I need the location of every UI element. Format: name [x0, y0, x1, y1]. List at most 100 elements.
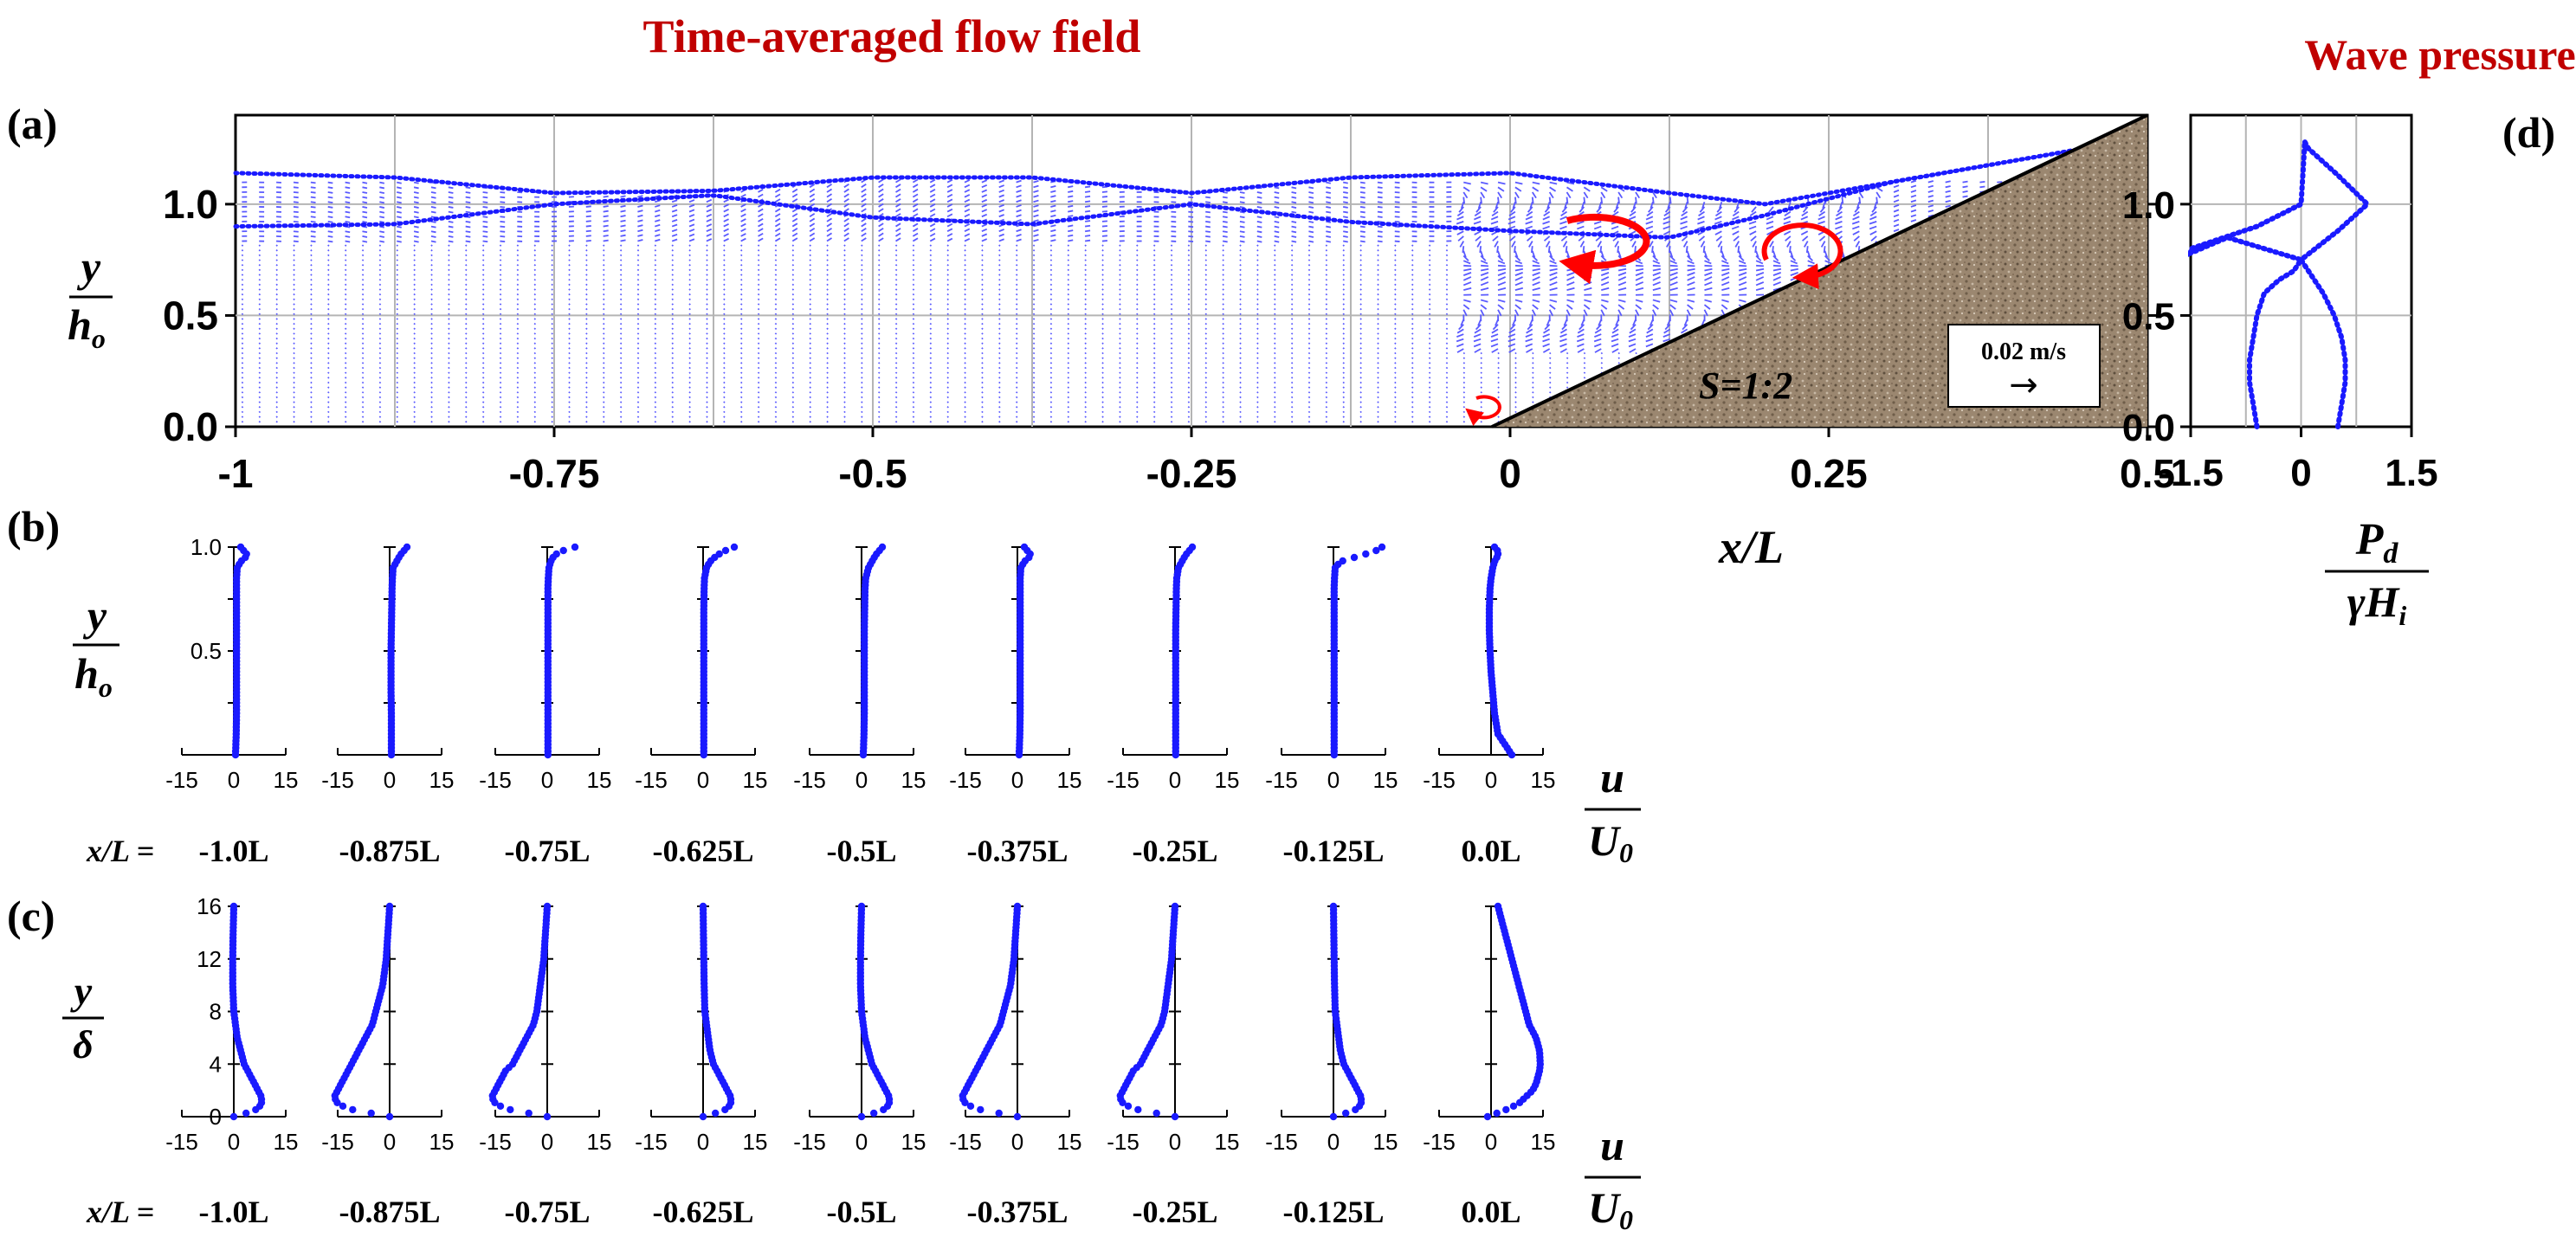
velocity-vector	[1583, 366, 1586, 370]
velocity-vector	[1545, 241, 1551, 248]
velocity-vector	[619, 391, 623, 394]
velocity-vector	[826, 362, 829, 364]
velocity-vector	[1766, 221, 1774, 225]
velocity-vector	[1170, 249, 1173, 252]
velocity-vector	[1136, 347, 1139, 350]
velocity-vector	[1256, 254, 1259, 257]
velocity-vector	[723, 198, 729, 203]
velocity-vector	[1188, 216, 1194, 218]
velocity-vector	[1508, 210, 1516, 216]
velocity-vector	[465, 249, 468, 252]
velocity-vector	[1652, 287, 1662, 291]
velocity-vector	[1411, 303, 1414, 306]
velocity-vector	[482, 191, 488, 194]
velocity-vector	[1581, 202, 1585, 209]
velocity-vector	[378, 377, 382, 379]
velocity-vector	[1050, 209, 1056, 213]
velocity-vector	[1703, 250, 1708, 258]
velocity-vector	[1170, 322, 1173, 325]
velocity-vector	[1307, 332, 1311, 335]
velocity-vector	[1290, 274, 1294, 276]
velocity-vector	[1394, 322, 1397, 325]
velocity-vector	[1170, 342, 1173, 345]
velocity-vector	[1032, 293, 1036, 296]
velocity-vector	[1600, 254, 1607, 261]
velocity-vector	[929, 342, 933, 345]
velocity-vector	[929, 347, 933, 350]
velocity-vector	[1462, 281, 1472, 287]
velocity-vector	[568, 366, 571, 370]
velocity-vector	[465, 235, 471, 238]
pressure-min	[2188, 139, 2308, 429]
velocity-vector	[413, 216, 419, 219]
velocity-vector	[861, 208, 867, 213]
velocity-vector	[981, 213, 988, 218]
velocity-vector	[1394, 347, 1397, 350]
velocity-vector	[378, 396, 382, 399]
velocity-vector	[361, 274, 365, 276]
velocity-vector	[1719, 202, 1723, 209]
velocity-vector	[1807, 264, 1816, 267]
velocity-vector	[671, 214, 678, 218]
velocity-vector	[344, 293, 347, 296]
velocity-vector	[1480, 401, 1482, 403]
velocity-vector	[1187, 347, 1191, 350]
velocity-vector	[1527, 206, 1533, 213]
velocity-vector	[1738, 276, 1747, 281]
velocity-vector	[1497, 272, 1507, 276]
velocity-vector	[327, 410, 330, 414]
velocity-vector	[791, 416, 795, 418]
velocity-vector	[1308, 235, 1314, 238]
velocity-vector	[1136, 362, 1139, 364]
velocity-vector	[723, 218, 729, 222]
velocity-vector	[671, 233, 678, 237]
velocity-vector	[413, 322, 416, 325]
velocity-vector	[310, 410, 313, 414]
velocity-vector	[345, 206, 351, 209]
velocity-vector	[1583, 309, 1588, 317]
velocity-vector	[430, 254, 433, 257]
velocity-vector	[1577, 333, 1585, 338]
velocity-vector	[327, 283, 330, 287]
velocity-vector	[275, 298, 278, 301]
velocity-vector	[1170, 268, 1173, 272]
velocity-vector	[413, 249, 416, 252]
velocity-vector	[791, 208, 798, 213]
velocity-vector	[1016, 204, 1022, 208]
velocity-vector	[706, 203, 713, 208]
velocity-vector	[655, 219, 661, 222]
velocity-vector	[481, 298, 485, 301]
velocity-vector	[1084, 200, 1091, 203]
velocity-vector	[619, 366, 623, 370]
velocity-vector	[877, 293, 881, 296]
velocity-vector	[1239, 225, 1245, 229]
velocity-vector	[809, 198, 816, 203]
velocity-vector	[1325, 312, 1328, 316]
x-tick-label: 0	[697, 767, 709, 793]
velocity-vector	[1772, 246, 1774, 254]
velocity-vector	[1617, 191, 1624, 199]
velocity-vector	[1325, 274, 1328, 276]
velocity-vector	[998, 298, 1001, 301]
velocity-vector	[946, 189, 953, 193]
velocity-vector	[1187, 312, 1191, 316]
circulation-arrow-large	[1559, 213, 1650, 285]
velocity-vector	[912, 406, 915, 409]
velocity-vector	[1084, 235, 1091, 237]
velocity-vector	[1645, 343, 1654, 348]
velocity-vector	[1927, 199, 1934, 203]
velocity-vector	[774, 347, 778, 350]
velocity-vector	[500, 206, 506, 209]
velocity-vector	[430, 230, 436, 234]
velocity-vector	[1697, 216, 1705, 221]
circulation-arrow-mid	[1761, 222, 1843, 290]
velocity-vector	[516, 244, 520, 247]
velocity-vector	[1359, 386, 1362, 389]
velocity-vector	[929, 416, 933, 418]
velocity-vector	[1394, 259, 1397, 261]
velocity-vector	[1869, 230, 1877, 235]
velocity-vector	[1445, 303, 1449, 306]
velocity-vector	[500, 191, 506, 194]
velocity-vector	[448, 230, 454, 234]
x-tick-label: -15	[165, 767, 198, 793]
